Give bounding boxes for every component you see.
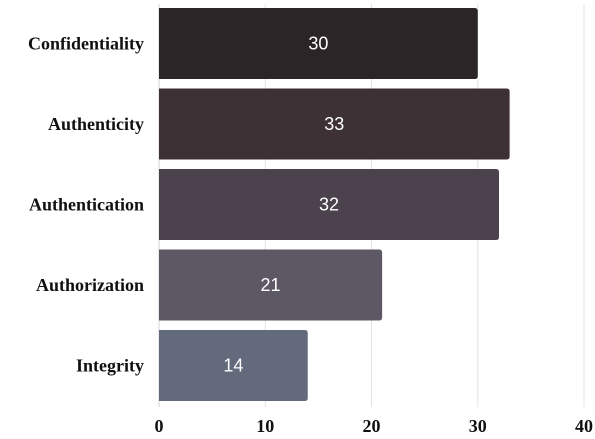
bar-authorization xyxy=(159,249,383,321)
bar-confidentiality xyxy=(159,8,478,79)
x-tick-label: 10 xyxy=(256,416,274,436)
data-label: 14 xyxy=(223,356,243,376)
category-labels: Confidentiality Authenticity Authenticatio… xyxy=(28,34,144,376)
bars xyxy=(159,8,510,401)
data-labels: 30 33 32 21 14 xyxy=(223,34,344,376)
x-tick-labels: 0 10 20 30 40 xyxy=(155,416,594,436)
data-label: 33 xyxy=(324,114,344,134)
x-tick-label: 40 xyxy=(575,416,593,436)
category-label: Authorization xyxy=(36,275,144,295)
data-label: 32 xyxy=(319,195,339,215)
category-label: Authenticity xyxy=(48,114,144,134)
category-label: Integrity xyxy=(76,356,144,376)
x-tick-label: 0 xyxy=(155,416,164,436)
category-label: Confidentiality xyxy=(28,34,144,54)
data-label: 30 xyxy=(308,34,328,54)
bar-authenticity xyxy=(159,88,510,160)
category-label: Authentication xyxy=(29,195,144,215)
data-label: 21 xyxy=(261,275,281,295)
x-tick-label: 20 xyxy=(363,416,381,436)
bar-authentication xyxy=(159,169,499,240)
x-tick-label: 30 xyxy=(469,416,487,436)
bar-integrity xyxy=(159,330,308,401)
